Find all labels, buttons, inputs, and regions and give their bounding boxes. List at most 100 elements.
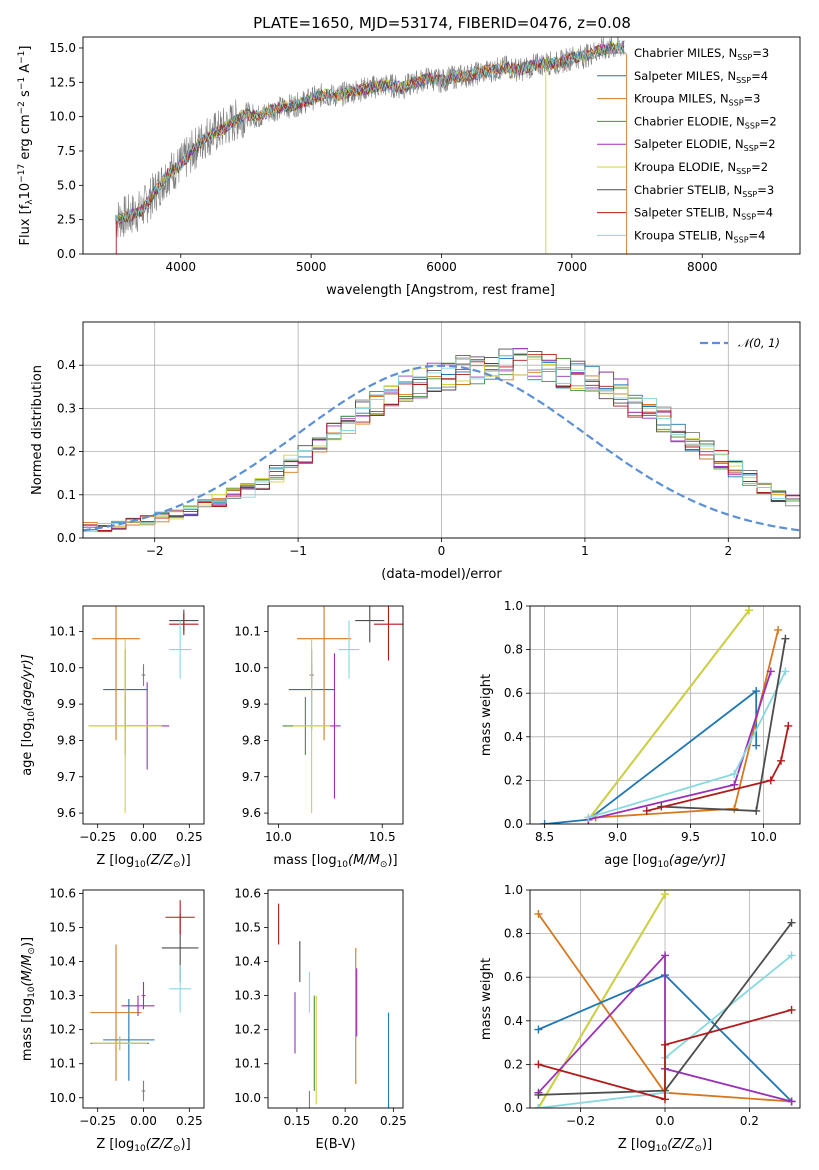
axes-frame [82,889,205,1109]
y-tick-label: 10.1 [49,624,76,638]
y-tick-label: 0.1 [57,488,76,502]
weight-line [537,953,792,1103]
axes-frame [82,36,801,255]
axes-frame [267,605,404,825]
spectrum-plot-area [115,37,628,254]
weight-marker [534,1060,543,1069]
age_vs_mass-plot-area [282,606,403,814]
legend-entry: Chabrier ELODIE, NSSP=2 [634,114,777,130]
y-tick-label: 10.1 [234,624,261,638]
weight_vs_Z-plot-area [534,890,796,1108]
y-tick-label: 10.4 [49,955,76,969]
weight_vs_Z-panel: −0.2 0.0 0.2 0.0 0.2 0.4 0.6 0.8 1.0 Z [log10(Z/Z… [479,883,801,1154]
y-tick-label: 10.0 [234,661,261,675]
y-axis-label: mass weight [479,958,494,1040]
x-tick-label: 8000 [687,260,718,274]
y-tick-label: 9.8 [57,733,76,747]
weight-marker [730,804,739,813]
x-axis-label: wavelength [Angstrom, rest frame] [326,283,555,298]
weight-marker [752,741,761,750]
x-tick-label: 0.0 [655,1114,674,1128]
y-axis-label: Normed distribution [30,365,45,495]
legend-entry: 𝒩(0, 1) [738,336,780,350]
residuals-plot-area [83,347,800,533]
x-tick-label: 0.00 [130,1114,157,1128]
y-tick-label: 0.4 [504,730,523,744]
x-tick-label: −2 [146,544,164,558]
x-tick-label: 0.00 [130,830,157,844]
weight-marker [661,1095,669,1104]
spectrum-panel: 4000 5000 6000 7000 8000 0.0 2.5 5.0 7.5 10.0 12.5… [17,36,801,298]
y-tick-label: 10.0 [49,110,76,124]
axes-frame [82,605,205,825]
model-line [115,41,625,224]
y-tick-label: 10.0 [49,661,76,675]
x-tick-label: 0.25 [176,830,203,844]
y-tick-label: 10.6 [49,886,76,900]
x-tick-label: 10.0 [265,830,292,844]
x-tick-label: −0.25 [79,830,116,844]
weight-marker [784,721,793,730]
y-tick-label: 7.5 [57,144,76,158]
y-tick-label: 9.6 [57,806,76,820]
weight-line [595,629,779,819]
y-tick-label: 5.0 [57,178,76,192]
x-tick-label: 2 [724,544,732,558]
x-tick-label: 1 [581,544,589,558]
y-tick-label: 10.5 [234,920,261,934]
age_vs_Z-panel: −0.25 0.00 0.25 9.6 9.7 9.8 9.9 10.0 10.1 Z [log1… [20,605,205,870]
x-tick-label: −0.2 [566,1114,595,1128]
x-axis-label: Z [log10(Z/Z⊙)] [96,1137,190,1154]
axes-frame [529,889,801,1109]
y-axis-label: age [log10(age/yr)] [20,654,37,776]
x-tick-label: 10.5 [369,830,396,844]
x-tick-label: 4000 [165,260,196,274]
y-tick-label: 0.0 [504,817,523,831]
x-axis-label: (data-model)/error [381,567,502,582]
weight-marker [661,890,669,899]
y-axis-label: mass weight [479,674,494,756]
y-tick-label: 12.5 [49,75,76,89]
weight-marker [787,918,796,927]
y-tick-label: 10.5 [49,920,76,934]
x-tick-label: 0.25 [380,1114,407,1128]
y-tick-label: 9.6 [242,806,261,820]
weight-marker [774,625,783,634]
weight-marker [584,813,593,822]
weight-marker [730,780,739,789]
x-tick-label: 0.20 [332,1114,359,1128]
mass_vs_EBV-panel: 0.15 0.20 0.25 10.0 10.1 10.2 10.3 10.4 10.5 10.6… [234,886,406,1152]
y-tick-label: 9.7 [242,770,261,784]
legend-entry: Salpeter STELIB, NSSP=4 [634,206,773,222]
y-tick-label: 0.0 [504,1101,523,1115]
age_vs_Z-plot-area [88,606,199,814]
x-tick-label: 0.2 [740,1114,759,1128]
weight-line [537,893,666,1108]
normal-curve [83,364,800,532]
y-tick-label: 10.0 [234,1091,261,1105]
x-axis-label: Z [log10(Z/Z⊙)] [96,853,190,870]
weight-marker [661,951,669,960]
weight-marker [642,806,651,815]
x-axis-label: Z [log10(Z/Z⊙)] [618,1137,712,1154]
legend-entry: Chabrier MILES, NSSP=3 [634,46,769,62]
weight_vs_age-plot-area [540,606,793,824]
legend-entry: Salpeter ELODIE, NSSP=2 [634,137,776,153]
x-tick-label: 6000 [426,260,457,274]
figure-title: PLATE=1650, MJD=53174, FIBERID=0476, z=0… [253,14,631,32]
weight-marker [766,667,775,676]
age_vs_mass-panel: 10.0 10.5 9.6 9.7 9.8 9.9 10.0 10.1 mass [log10(… [234,605,404,870]
y-tick-label: 10.2 [49,1023,76,1037]
y-tick-label: 0.4 [57,358,76,372]
y-tick-label: 10.3 [49,989,76,1003]
x-tick-label: 0.25 [176,1114,203,1128]
weight-marker [661,1040,669,1049]
model-line [115,40,625,224]
spectrum-legend: Chabrier MILES, NSSP=3 Salpeter MILES, NS… [597,46,777,244]
model-line [115,44,625,224]
mass_vs_EBV-plot-area [278,903,390,1108]
y-tick-label: 0.0 [57,247,76,261]
y-tick-label: 10.0 [49,1091,76,1105]
weight-marker [730,769,739,778]
weight-marker [766,776,775,785]
